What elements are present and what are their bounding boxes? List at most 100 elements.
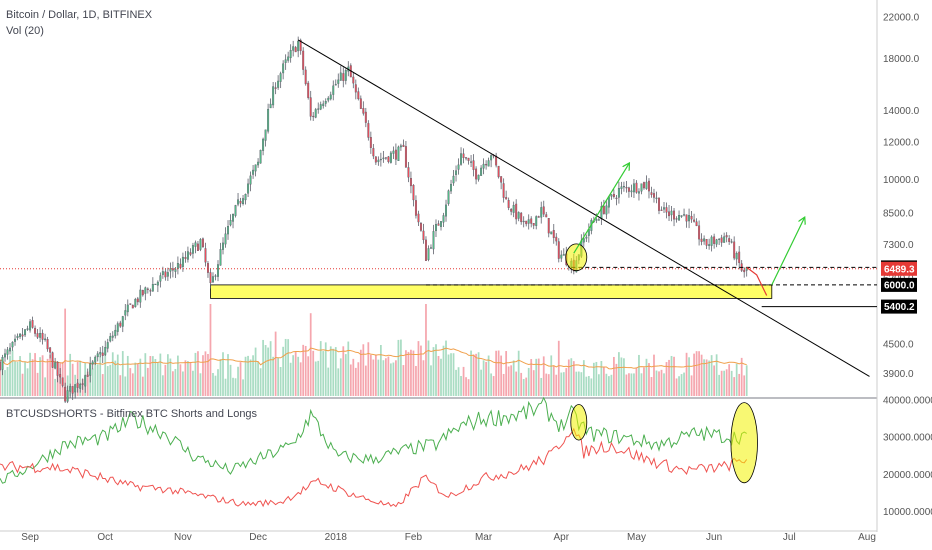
volume-bar — [490, 373, 492, 396]
time-tick-label: Nov — [174, 532, 192, 543]
candle — [124, 310, 127, 316]
time-tick-label: Mar — [475, 532, 493, 543]
volume-bar — [452, 353, 455, 396]
volume-bar — [613, 356, 615, 396]
candle — [99, 352, 102, 355]
candle — [700, 238, 703, 242]
volume-bar — [222, 352, 224, 396]
candle — [663, 207, 665, 210]
candle — [21, 334, 24, 337]
axes-layer: 22000.0 18000.0 14000.0 12000.0 10000.0 8500.… — [21, 13, 932, 543]
candle — [440, 221, 442, 227]
candle — [327, 97, 330, 101]
candle — [522, 220, 525, 223]
volume-bar — [440, 358, 442, 396]
price-box — [881, 299, 917, 314]
volume-bar — [435, 344, 437, 396]
volume-bar — [660, 369, 663, 396]
volume-bar — [34, 353, 36, 396]
candle — [585, 236, 588, 239]
candle — [540, 207, 543, 218]
candle — [136, 298, 139, 303]
volume-bar — [640, 373, 643, 396]
volume-bar — [567, 359, 570, 396]
time-tick-label: Sep — [21, 532, 39, 543]
volume-bar — [638, 354, 640, 396]
candle — [79, 384, 82, 389]
volume-bar — [623, 358, 625, 396]
volume-bar — [377, 359, 380, 396]
candle — [377, 159, 380, 163]
volume-bar — [204, 351, 207, 396]
volume-bar — [597, 374, 600, 396]
candle — [482, 163, 485, 169]
volume-bar — [177, 355, 179, 396]
candle — [683, 214, 686, 216]
candle — [602, 205, 605, 214]
candle — [16, 335, 19, 338]
volume-bar — [182, 371, 184, 396]
indicator-layer — [0, 396, 758, 508]
volume-bar — [395, 360, 397, 396]
volume-bar — [400, 339, 402, 396]
volume-bar — [161, 375, 164, 396]
candle — [116, 323, 119, 332]
volume-bar — [367, 342, 370, 396]
candle — [302, 50, 305, 70]
candle — [4, 353, 6, 358]
volume-bar — [167, 354, 169, 396]
candle — [232, 214, 234, 222]
volume-bar — [477, 352, 480, 396]
volume-bar — [259, 368, 262, 396]
volume-bar — [11, 350, 14, 396]
candle — [372, 148, 375, 157]
volume-bar — [71, 363, 74, 396]
candle — [557, 241, 560, 259]
candle — [505, 197, 508, 200]
volume-bar — [269, 341, 272, 396]
volume-bar — [738, 373, 741, 396]
volume-bar — [713, 365, 715, 396]
candle — [460, 153, 463, 165]
volume-bar — [187, 361, 189, 396]
volume-bar — [347, 341, 350, 396]
candle — [181, 256, 184, 267]
candle — [678, 215, 681, 221]
candle — [560, 254, 563, 259]
volume-bar — [131, 373, 134, 396]
volume-bar — [410, 349, 412, 396]
candle — [597, 219, 600, 221]
volume-bar — [402, 365, 405, 396]
candle — [292, 46, 295, 51]
candle — [362, 108, 365, 114]
candle — [630, 190, 633, 193]
volume-bar — [126, 355, 129, 396]
candle — [497, 165, 500, 178]
candle — [725, 235, 728, 238]
candle — [307, 82, 310, 98]
volume-bar — [565, 368, 568, 396]
candle — [455, 170, 458, 175]
volume-bar — [41, 355, 44, 396]
candle — [452, 175, 455, 184]
candle — [490, 155, 493, 161]
volume-bar — [111, 352, 114, 396]
candle — [111, 335, 114, 338]
volume-bar — [0, 359, 1, 396]
highlight-ellipse — [565, 243, 588, 272]
candle — [530, 218, 533, 224]
volume-bar — [49, 354, 51, 396]
volume-bar — [695, 351, 698, 396]
volume-bar — [121, 351, 124, 396]
candle — [658, 197, 660, 211]
volume-bar — [26, 368, 29, 396]
volume-bar — [600, 361, 603, 396]
candle — [462, 153, 465, 158]
candle — [612, 193, 615, 197]
candle — [430, 247, 432, 249]
volume-bar — [116, 354, 119, 396]
indicator-label: BTCUSDSHORTS - Bitfinex BTC Shorts and L… — [6, 408, 258, 420]
volume-ma-line — [0, 347, 747, 370]
candle — [19, 333, 22, 337]
